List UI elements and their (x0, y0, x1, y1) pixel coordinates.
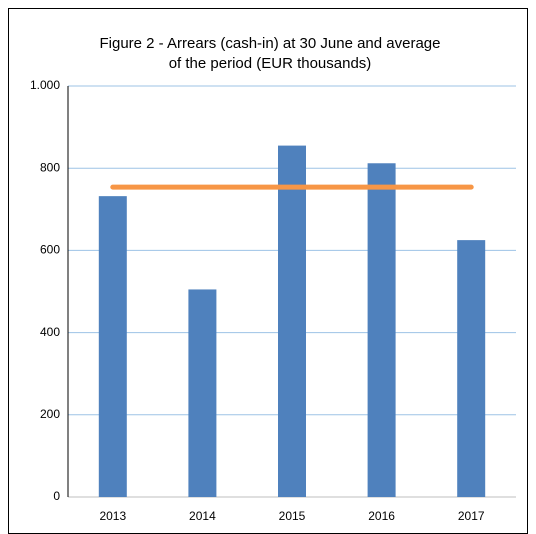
x-tick-label: 2016 (368, 509, 395, 523)
chart-frame (8, 8, 528, 534)
y-tick-label: 1.000 (30, 78, 60, 92)
bar (278, 145, 306, 497)
y-tick-label: 600 (40, 243, 60, 257)
chart-title: Figure 2 - Arrears (cash-in) at 30 June … (99, 35, 440, 52)
bar (98, 196, 127, 497)
x-tick-label: 2015 (279, 509, 306, 523)
y-tick-label: 200 (40, 407, 60, 421)
bar (188, 289, 217, 497)
bar (367, 163, 396, 497)
bar (457, 240, 486, 497)
y-tick-label: 0 (53, 489, 60, 503)
x-tick-label: 2014 (189, 509, 216, 523)
y-tick-label: 400 (40, 325, 60, 339)
x-tick-label: 2013 (99, 509, 126, 523)
y-tick-label: 800 (40, 160, 60, 174)
x-tick-label: 2017 (458, 509, 485, 523)
chart-title: of the period (EUR thousands) (169, 55, 372, 72)
